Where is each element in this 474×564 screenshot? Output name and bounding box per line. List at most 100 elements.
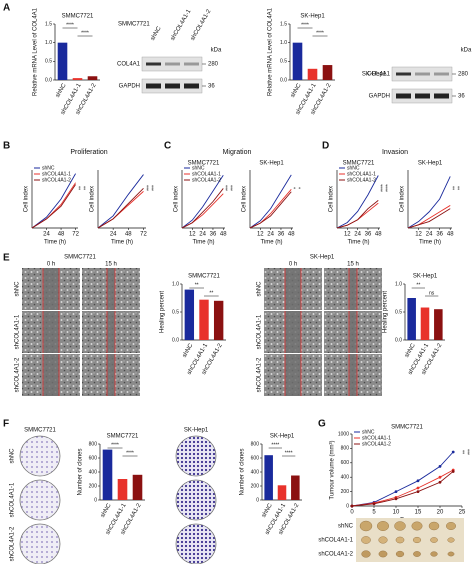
x-tick-label: shNC: [261, 502, 274, 519]
x-tick-label: 72: [72, 232, 79, 238]
y-tick-label: 0: [346, 503, 349, 509]
y-tick-label: 0.5: [280, 59, 287, 65]
significance-label: ***: [467, 449, 473, 455]
tumor: [447, 551, 455, 557]
wound-gap: [43, 354, 59, 396]
significance-label: ***: [151, 185, 157, 191]
blot-band: [396, 93, 411, 99]
x-tick-label: 24: [267, 232, 274, 238]
colony-dish: [19, 479, 61, 521]
bar: [307, 68, 318, 80]
series-line: [97, 187, 144, 229]
blot-lane-label: shCOL4A1-2: [190, 8, 213, 42]
blot-size-label: 36: [208, 84, 215, 90]
blot-size-label: 280: [458, 72, 469, 78]
x-axis-label: Time (h): [419, 240, 441, 246]
significance-label: ****: [316, 30, 324, 36]
panel-letter: G: [318, 419, 326, 430]
y-tick-label: 400: [251, 469, 260, 475]
bar: [184, 289, 195, 340]
significance-label: ****: [271, 442, 279, 448]
wound-row-label: shCOL4A1-1: [15, 314, 21, 349]
blot-band: [165, 83, 180, 89]
y-tick-label: 400: [341, 475, 350, 481]
y-axis-label: Cell index: [24, 186, 30, 212]
legend-label: shNC: [347, 165, 360, 171]
blot-band: [434, 93, 449, 99]
y-axis-label: Number of clones: [240, 448, 246, 495]
wound-time: 0 h: [289, 262, 297, 268]
panel-letter: F: [3, 419, 9, 430]
tumor: [377, 521, 389, 531]
x-tick-label: 48: [220, 232, 227, 238]
y-tick-label: 0.5: [395, 309, 402, 315]
x-tick-label: 48: [58, 232, 65, 238]
panel-heading: Proliferation: [70, 149, 107, 156]
colony-row-label: shCOL4A1-2: [10, 526, 16, 561]
series-line: [351, 469, 454, 507]
tumor: [430, 551, 438, 557]
blot-cell-line: SK-Hep1: [362, 72, 387, 78]
bar: [117, 479, 128, 500]
y-tick-label: 800: [251, 441, 260, 447]
blot-band-label: GAPDH: [119, 84, 140, 90]
legend-label: shNC: [192, 165, 205, 171]
tumor-row-label: shNC: [338, 524, 354, 530]
series-line: [407, 208, 451, 229]
x-tick-label: 24: [199, 232, 206, 238]
x-tick-label: 48: [288, 232, 295, 238]
wound-gap: [107, 311, 115, 353]
tumor-row-label: shCOL4A1-2: [318, 552, 353, 558]
wound-row-label: shCOL4A1-2: [257, 357, 263, 392]
significance-label: **: [209, 290, 213, 296]
y-tick-label: 600: [251, 455, 260, 461]
wound-gap: [349, 311, 357, 353]
panel-letter: D: [322, 141, 329, 152]
x-tick-label: 24: [110, 232, 117, 238]
colony-dish: [175, 523, 217, 564]
tumor: [378, 550, 388, 558]
significance-label: ****: [385, 184, 391, 192]
x-tick-label: 36: [436, 232, 443, 238]
y-tick-label: 200: [341, 489, 350, 495]
bar: [72, 78, 83, 80]
blot-band: [415, 93, 430, 99]
colony-row-label: shCOL4A1-1: [10, 482, 16, 517]
colony-row-label: shNC: [10, 448, 16, 464]
tumor: [430, 537, 438, 543]
y-tick-label: 600: [89, 455, 98, 461]
significance-label: ****: [285, 450, 293, 456]
y-axis-label: Cell index: [174, 186, 180, 212]
x-tick-label: shNC: [55, 82, 68, 99]
significance-label: ****: [111, 442, 119, 448]
bar: [87, 76, 98, 80]
significance-label: ***: [230, 185, 236, 191]
blot-band: [396, 72, 411, 76]
x-tick-label: 36: [210, 232, 217, 238]
tumor: [378, 536, 388, 544]
wound-cell-line: SK-Hep1: [310, 255, 335, 261]
y-axis-label: Healing percent: [383, 291, 389, 333]
y-axis-label: Cell index: [329, 186, 335, 212]
legend-label: shCOL4A1-1: [362, 435, 391, 441]
x-tick-label: 36: [365, 232, 372, 238]
chart-title: SK-Hep1: [270, 434, 295, 440]
tumor: [446, 522, 456, 530]
x-tick-label: shNC: [290, 82, 303, 99]
chart-title: SK-Hep1: [259, 161, 284, 167]
panel-letter: E: [3, 253, 10, 264]
tumor: [412, 536, 422, 544]
x-tick-label: 24: [426, 232, 433, 238]
wound-gap: [285, 268, 301, 310]
blot-lane-label: shCOL4A1-1: [170, 8, 193, 42]
y-tick-label: 1.5: [45, 21, 52, 27]
wound-time: 15 h: [105, 262, 117, 268]
y-tick-label: 1.0: [395, 281, 402, 287]
series-line: [97, 174, 144, 229]
significance-label: ****: [66, 22, 74, 28]
x-tick-label: 72: [140, 232, 147, 238]
y-tick-label: 0.5: [172, 309, 179, 315]
bar: [57, 42, 68, 80]
bar: [102, 449, 113, 500]
blot-band-label: COL4A1: [367, 72, 391, 78]
